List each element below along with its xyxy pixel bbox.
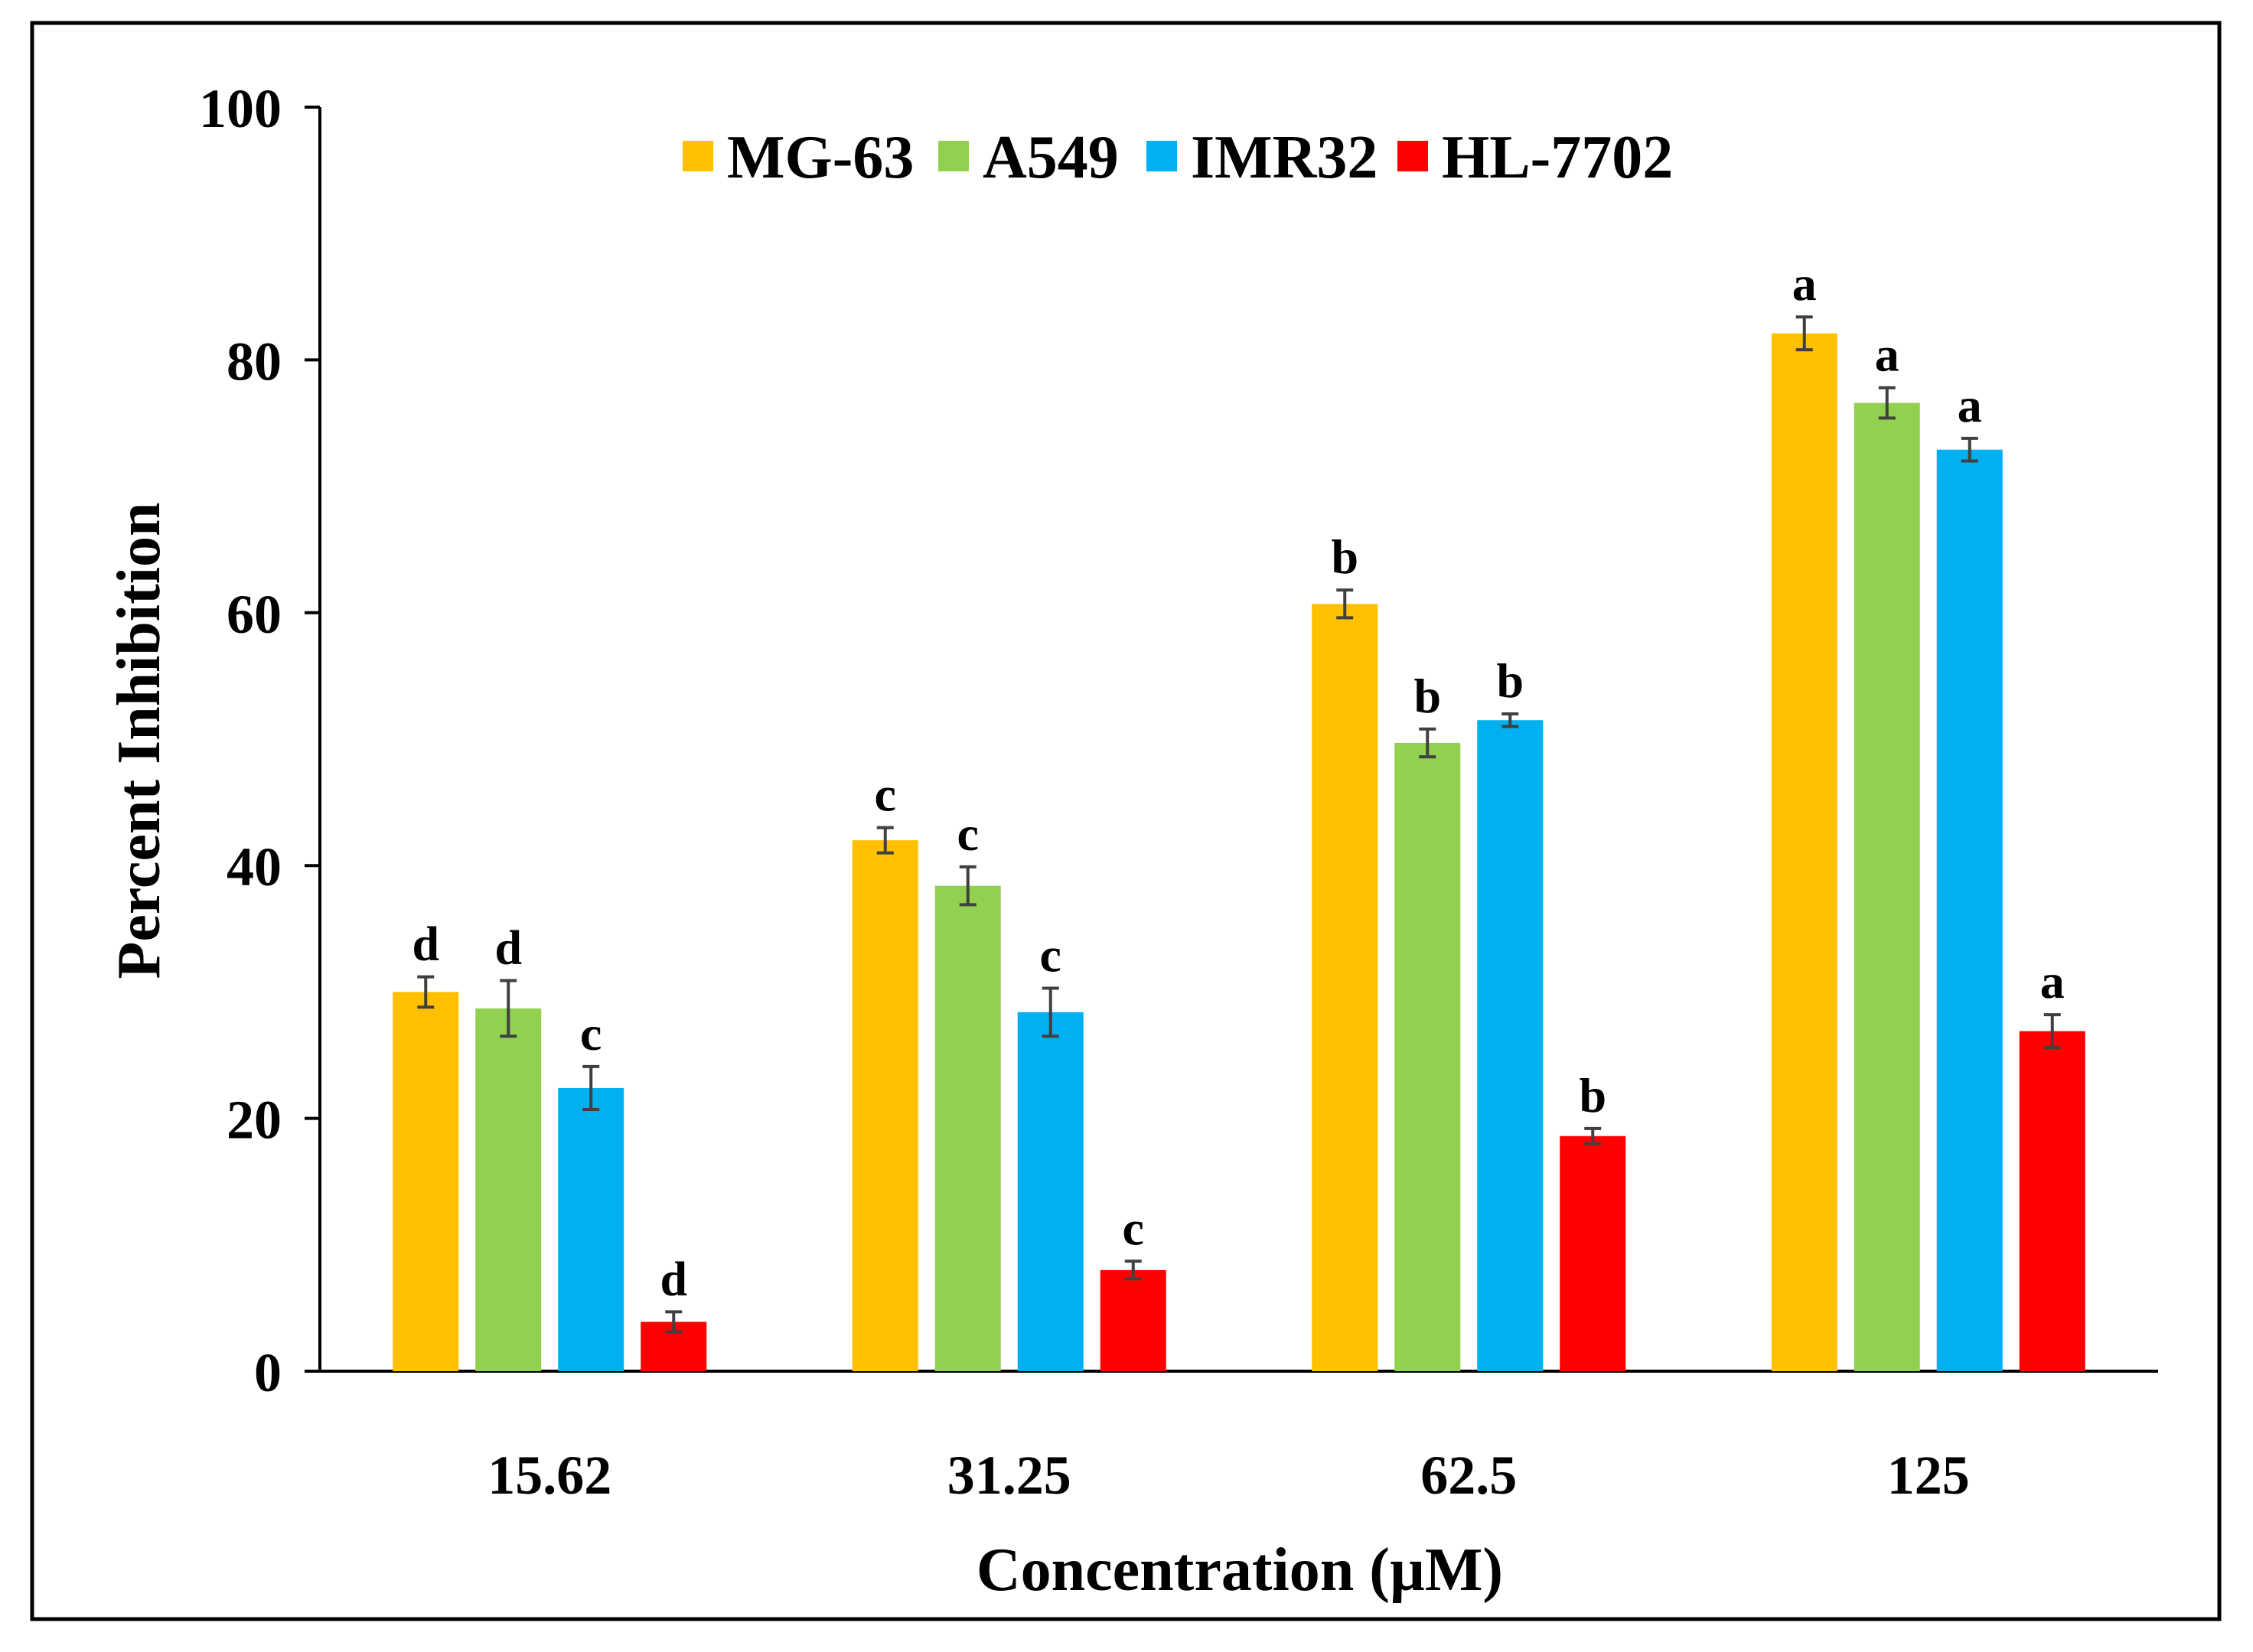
bar-a549 [1394, 742, 1461, 1371]
error-bar [1584, 1126, 1602, 1145]
significance-label: c [1040, 927, 1061, 982]
significance-label: b [1496, 653, 1524, 708]
significance-label: d [494, 920, 522, 975]
legend-label: A549 [983, 124, 1119, 191]
bar-imr32 [1017, 1012, 1084, 1371]
error-bar [1501, 712, 1519, 728]
error-bar [417, 975, 435, 1009]
legend-label: MG-63 [727, 124, 914, 191]
significance-label: c [1123, 1201, 1144, 1255]
error-bar [500, 979, 517, 1038]
bar-a549 [475, 1008, 542, 1371]
y-tick-label: 0 [254, 1342, 282, 1403]
legend-swatch [1146, 141, 1177, 171]
error-bar [582, 1064, 600, 1112]
error-bar [876, 826, 894, 855]
bar-mg-63 [1771, 333, 1837, 1371]
legend-swatch [683, 141, 713, 171]
error-bar [1878, 386, 1896, 420]
bar-mg-63 [393, 992, 459, 1371]
bar-imr32 [1477, 720, 1544, 1371]
bar-hl-7702 [2019, 1031, 2085, 1371]
bar-imr32 [558, 1087, 624, 1371]
error-bar [959, 865, 977, 907]
y-tick-label: 40 [227, 836, 282, 898]
error-bar [665, 1310, 683, 1334]
error-bar [1419, 727, 1436, 759]
legend-item-mg-63: MG-63 [683, 124, 914, 191]
legend-item-a549: A549 [938, 124, 1119, 191]
legend-item-imr32: IMR32 [1146, 124, 1378, 191]
significance-label: b [1331, 529, 1358, 584]
bar-mg-63 [852, 840, 918, 1371]
significance-label: a [1875, 327, 1899, 382]
significance-label: d [660, 1251, 687, 1305]
significance-label: a [2040, 954, 2065, 1008]
y-tick-label: 60 [227, 584, 282, 645]
x-tick-label: 31.25 [947, 1445, 1071, 1506]
legend: MG-63 A549 IMR32 HL-7702 [683, 124, 1673, 191]
x-axis-title: Concentration (µM) [977, 1536, 1503, 1604]
significance-label: c [580, 1006, 602, 1061]
y-tick-label: 80 [227, 331, 282, 392]
bar-imr32 [1936, 449, 2003, 1371]
x-tick-label: 15.62 [487, 1445, 611, 1506]
significance-label: b [1579, 1068, 1606, 1123]
error-bar [1795, 315, 1813, 352]
x-tick-label: 62.5 [1420, 1445, 1517, 1506]
significance-label: d [412, 917, 439, 971]
bar-a549 [934, 885, 1001, 1371]
plot-area: 0 20 40 60 80 100 d d c d 15.62 c c c c 31.25 b b b b 62.5 a a… [199, 78, 2158, 1506]
bar-hl-7702 [1100, 1269, 1166, 1371]
y-tick-label: 20 [227, 1090, 282, 1151]
x-tick-label: 125 [1887, 1445, 1970, 1506]
error-bar [2043, 1013, 2061, 1050]
legend-label: IMR32 [1191, 124, 1378, 191]
legend-swatch [938, 141, 969, 171]
significance-label: a [1792, 256, 1817, 311]
legend-item-hl-7702: HL-7702 [1397, 124, 1673, 191]
error-bar [1336, 588, 1354, 620]
significance-label: c [957, 806, 979, 861]
bar-mg-63 [1312, 604, 1378, 1371]
significance-label: b [1413, 669, 1441, 723]
bar-hl-7702 [1560, 1136, 1626, 1371]
error-bar [1042, 986, 1059, 1038]
legend-swatch [1397, 141, 1428, 171]
error-bar [1124, 1259, 1142, 1281]
y-axis-title: Percent Inhibition [106, 502, 173, 979]
significance-label: c [875, 767, 896, 822]
bar-a549 [1854, 402, 1920, 1371]
y-tick-label: 100 [199, 78, 282, 139]
significance-label: a [1958, 378, 1982, 432]
legend-label: HL-7702 [1442, 124, 1673, 191]
error-bar [1961, 436, 1978, 463]
